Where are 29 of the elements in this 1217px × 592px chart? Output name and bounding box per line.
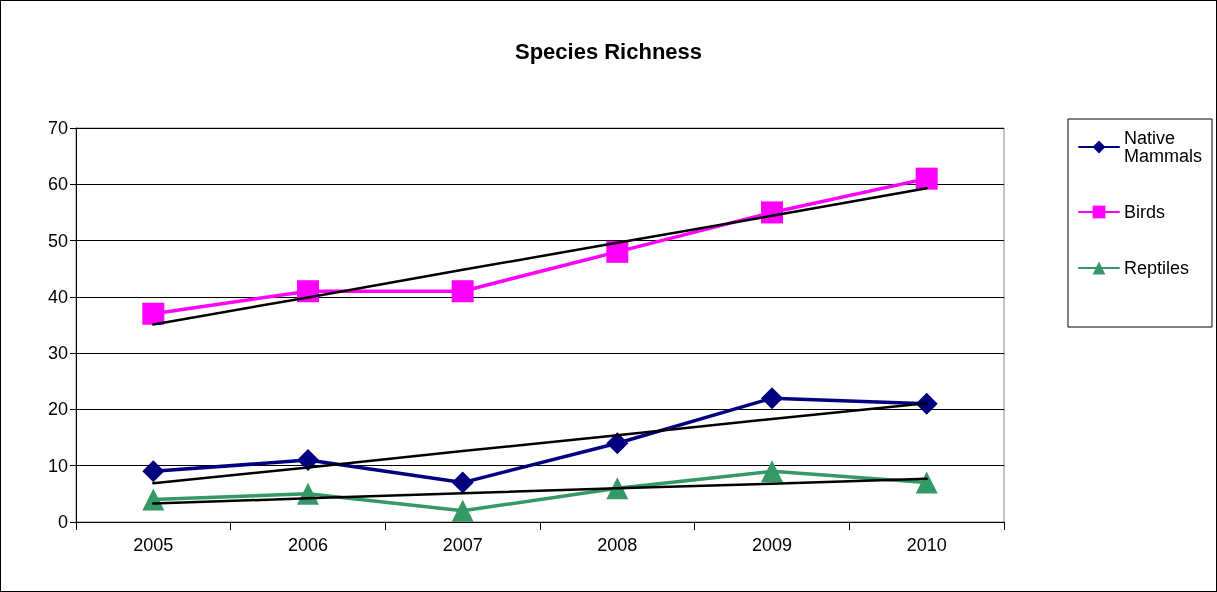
x-tick-label: 2009 bbox=[751, 535, 793, 555]
x-tick-label: 2005 bbox=[133, 535, 174, 555]
point bbox=[761, 387, 783, 410]
y-tick-label: 30 bbox=[47, 343, 68, 364]
point bbox=[451, 499, 474, 522]
point bbox=[915, 167, 938, 190]
y-tick-label: 60 bbox=[47, 174, 68, 195]
y-tick-label: 20 bbox=[47, 399, 68, 420]
y-tick-label: 40 bbox=[47, 286, 68, 307]
x-tick-label: 2010 bbox=[906, 535, 947, 555]
x-tick-label: 2006 bbox=[287, 535, 329, 555]
y-tick-label: 10 bbox=[47, 455, 68, 476]
point bbox=[761, 460, 783, 483]
point bbox=[451, 471, 474, 494]
legend-label: Native Mammals bbox=[1124, 128, 1203, 166]
legend-label: Reptiles bbox=[1124, 258, 1190, 278]
x-tick-label: 2007 bbox=[442, 535, 483, 555]
chart-title: Species Richness bbox=[514, 38, 703, 64]
point bbox=[915, 471, 938, 494]
point bbox=[297, 449, 319, 472]
point bbox=[142, 302, 165, 325]
point bbox=[142, 460, 165, 483]
y-tick-label: 70 bbox=[47, 118, 68, 138]
legend-label: Birds bbox=[1124, 202, 1166, 222]
point bbox=[606, 432, 629, 455]
point bbox=[451, 280, 474, 303]
y-tick-label: 0 bbox=[57, 512, 68, 532]
y-tick-label: 50 bbox=[47, 230, 68, 251]
x-tick-label: 2008 bbox=[597, 535, 638, 555]
